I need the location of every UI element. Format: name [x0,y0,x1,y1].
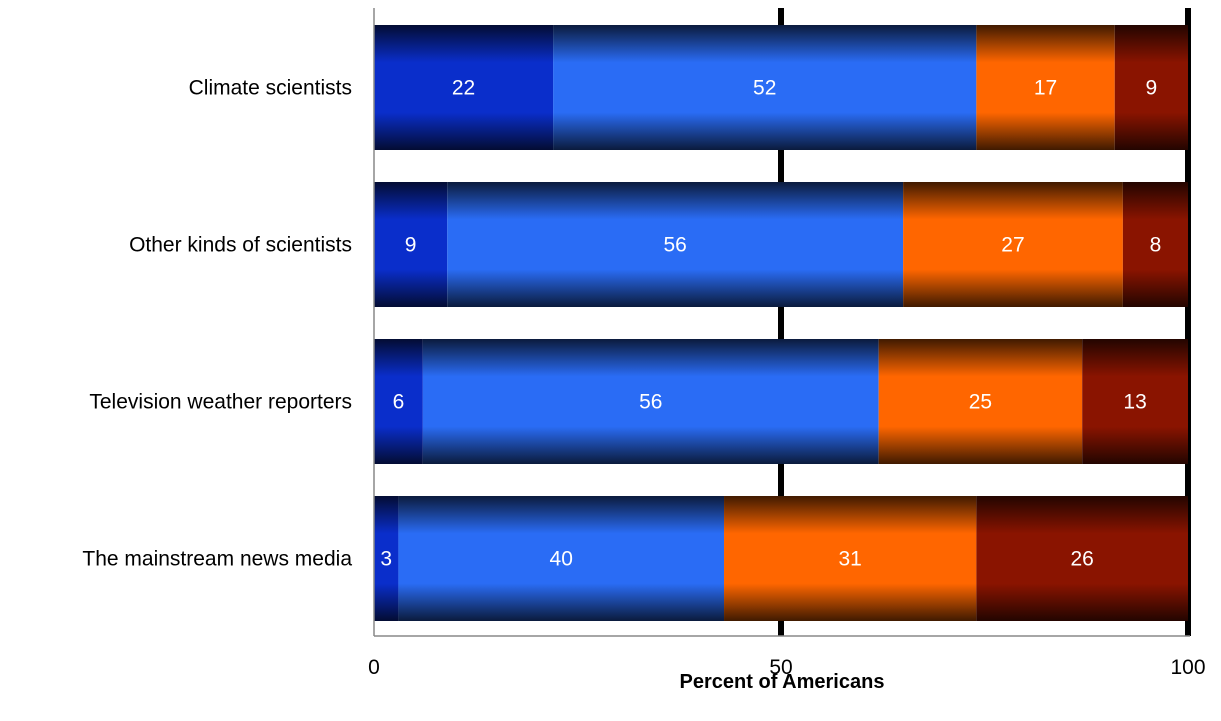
data-label: 31 [839,548,862,571]
category-label: The mainstream news media [82,548,352,571]
data-label: 56 [639,391,662,414]
bar-row: 22 52 17 9 [374,25,1188,150]
bar-segment [374,339,423,464]
bar-segment [374,25,554,150]
category-label: Climate scientists [189,77,352,100]
data-label: 25 [969,391,992,414]
data-label: 13 [1123,391,1146,414]
bar-segment [1114,25,1188,150]
bar-segment [553,25,977,150]
data-label: 27 [1001,234,1024,257]
bar-segment [398,496,725,621]
bar-segment [903,182,1123,307]
bar-row: 3 40 31 26 [374,496,1188,621]
category-label: Television weather reporters [89,391,352,414]
bar-segment [1122,182,1188,307]
bar-segment [976,25,1115,150]
category-label: Other kinds of scientists [129,234,352,257]
data-label: 22 [452,77,475,100]
x-tick-label: 50 [769,656,792,679]
bar-segment [447,182,904,307]
data-label: 3 [380,548,392,571]
bars: 22 52 17 9 9 56 27 8 6 56 25 13 3 40 31 26 [374,25,1188,621]
bar-row: 9 56 27 8 [374,182,1188,307]
data-label: 26 [1071,548,1094,571]
x-tick-label: 100 [1170,656,1205,679]
data-label: 40 [550,548,573,571]
x-tick-label: 0 [368,656,380,679]
x-axis-title: Percent of Americans [680,671,885,693]
category-labels: Climate scientists Other kinds of scienti… [82,77,352,571]
data-label: 56 [664,234,687,257]
bar-segment [976,496,1188,621]
data-label: 6 [393,391,405,414]
x-tick-labels: 0 50 100 [368,656,1205,679]
bar-segment [422,339,879,464]
bar-segment [724,496,977,621]
data-label: 9 [1146,77,1158,100]
data-label: 8 [1150,234,1162,257]
data-label: 9 [405,234,417,257]
bar-segment [374,496,399,621]
bar-segment [1082,339,1188,464]
data-label: 17 [1034,77,1057,100]
data-label: 52 [753,77,776,100]
bar-row: 6 56 25 13 [374,339,1188,464]
bar-segment [374,182,448,307]
axes [373,8,1190,637]
bar-segment [878,339,1083,464]
